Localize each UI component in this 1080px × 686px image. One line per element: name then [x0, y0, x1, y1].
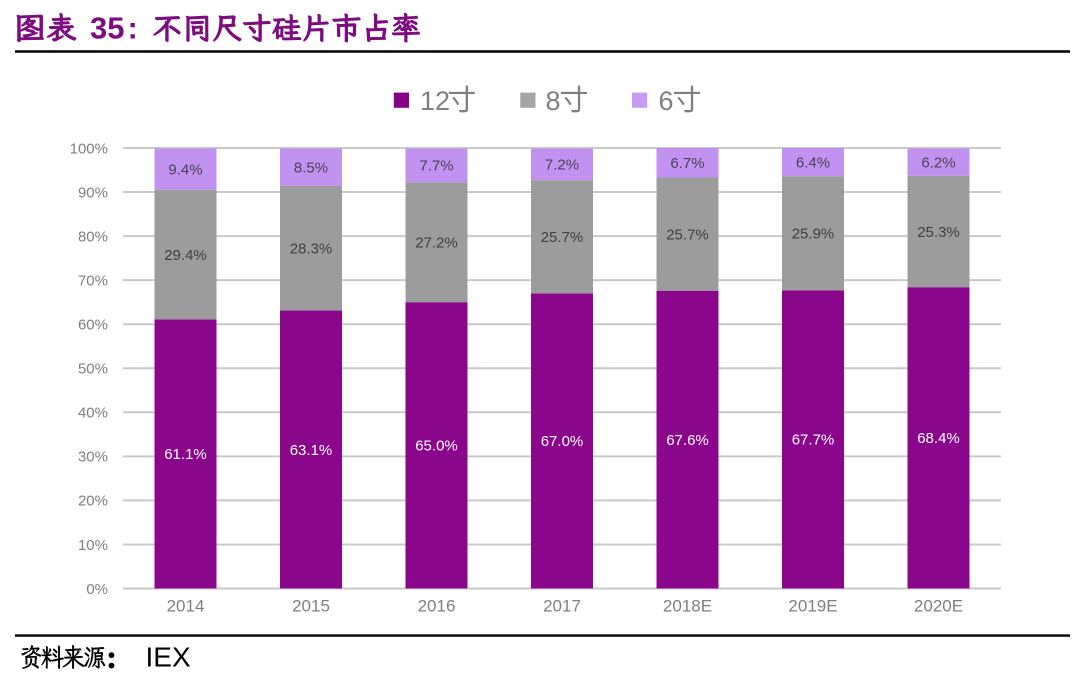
svg-text:25.7%: 25.7% [541, 229, 584, 246]
svg-text:90%: 90% [78, 184, 108, 201]
svg-text:28.3%: 28.3% [290, 241, 333, 258]
svg-text:35: 35 [90, 11, 124, 46]
svg-text:2019E: 2019E [788, 597, 837, 616]
svg-text:40%: 40% [78, 405, 108, 422]
svg-text:80%: 80% [78, 228, 108, 245]
svg-text:68.4%: 68.4% [917, 430, 960, 447]
svg-text:67.7%: 67.7% [792, 432, 835, 449]
svg-text:2020E: 2020E [914, 597, 963, 616]
svg-text:61.1%: 61.1% [164, 446, 207, 463]
svg-text:20%: 20% [78, 493, 108, 510]
svg-text:25.9%: 25.9% [792, 226, 835, 243]
svg-text:6.4%: 6.4% [796, 154, 830, 171]
svg-text::: : [128, 11, 138, 46]
svg-text:2015: 2015 [292, 597, 330, 616]
svg-text:100%: 100% [70, 140, 108, 157]
svg-text:8: 8 [546, 86, 561, 116]
svg-text:2016: 2016 [418, 597, 456, 616]
svg-text:70%: 70% [78, 272, 108, 289]
svg-text:2018E: 2018E [663, 597, 712, 616]
svg-text:50%: 50% [78, 361, 108, 378]
svg-text:7.7%: 7.7% [419, 158, 453, 175]
svg-text:9.4%: 9.4% [168, 161, 202, 178]
svg-text:8.5%: 8.5% [294, 160, 328, 177]
svg-text:60%: 60% [78, 317, 108, 334]
svg-text:6.2%: 6.2% [921, 154, 955, 171]
svg-text:6: 6 [659, 86, 674, 116]
svg-text:29.4%: 29.4% [164, 247, 207, 264]
svg-text:7.2%: 7.2% [545, 157, 579, 174]
svg-text:30%: 30% [78, 449, 108, 466]
svg-text:65.0%: 65.0% [415, 438, 458, 455]
svg-text:0%: 0% [86, 581, 108, 598]
svg-text:12: 12 [420, 86, 450, 116]
svg-text:67.0%: 67.0% [541, 433, 584, 450]
svg-text:63.1%: 63.1% [290, 442, 333, 459]
svg-text:IEX: IEX [146, 642, 191, 673]
svg-text:67.6%: 67.6% [666, 432, 709, 449]
svg-text:10%: 10% [78, 537, 108, 554]
svg-text:2017: 2017 [543, 597, 581, 616]
svg-text:27.2%: 27.2% [415, 235, 458, 252]
svg-text:25.3%: 25.3% [917, 224, 960, 241]
svg-text:6.7%: 6.7% [670, 155, 704, 172]
svg-text:25.7%: 25.7% [666, 226, 709, 243]
svg-text:2014: 2014 [167, 597, 205, 616]
